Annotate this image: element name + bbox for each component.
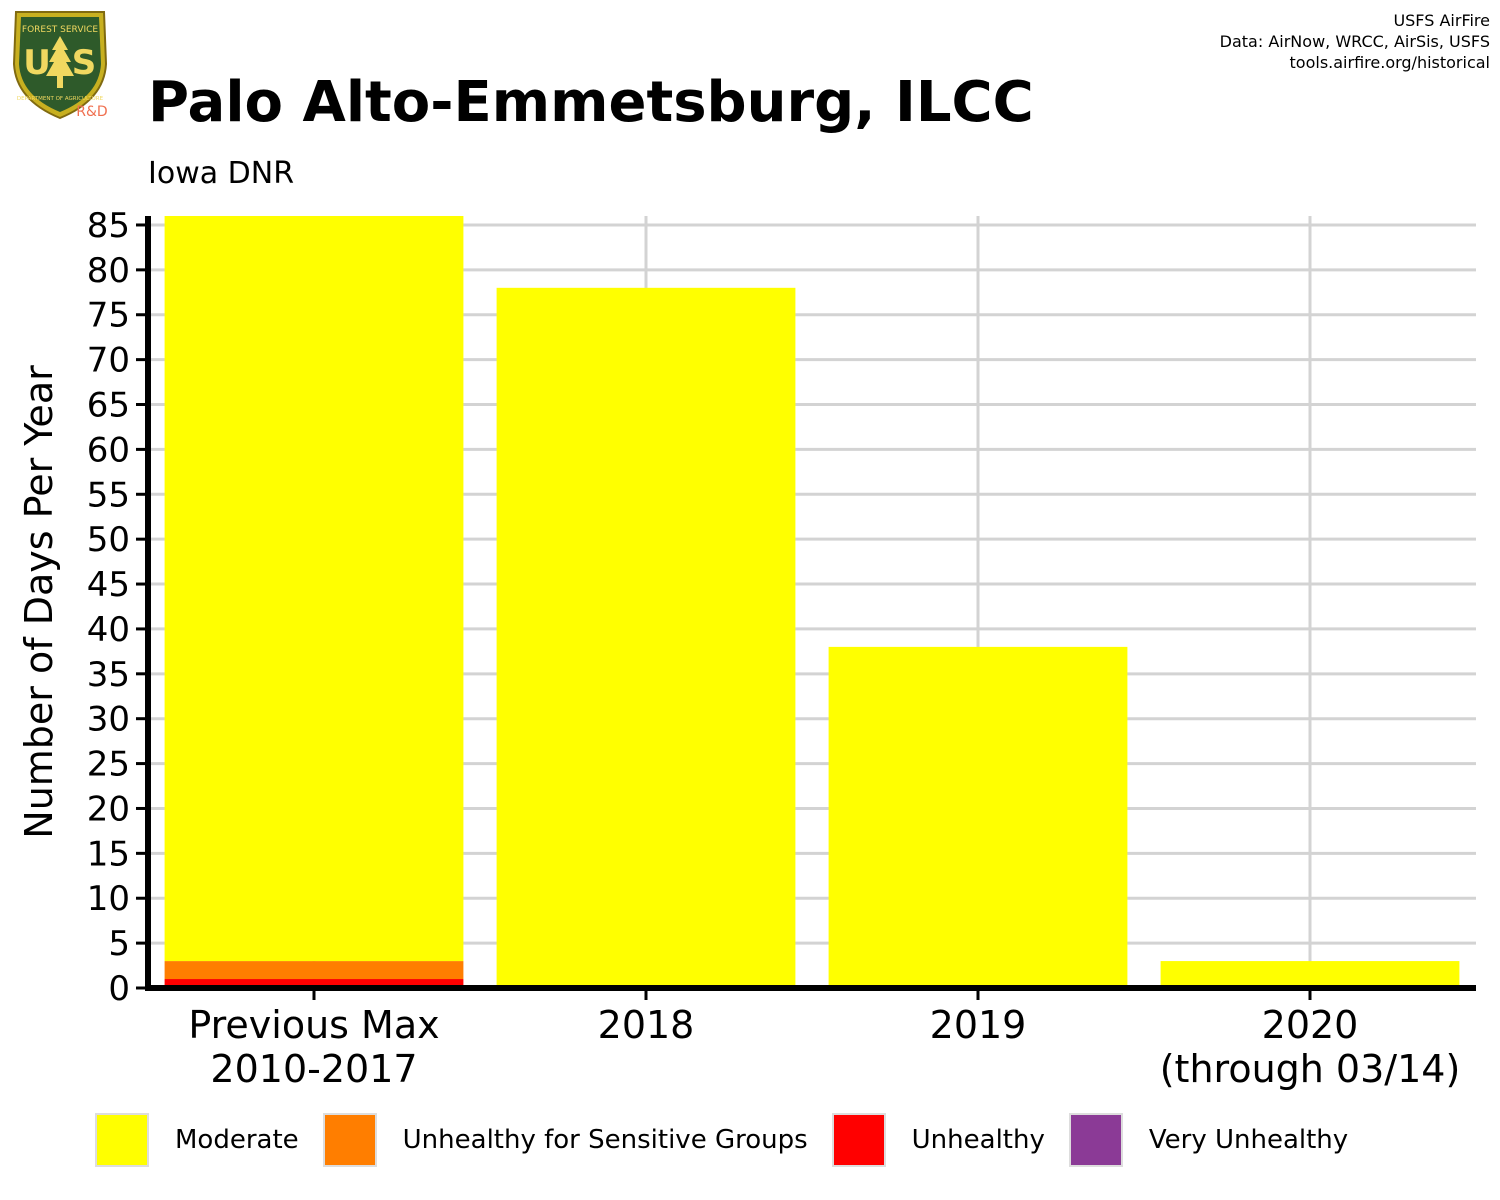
bar-segment-unhealthy: [164, 979, 464, 988]
y-tick-label: 80: [87, 251, 130, 291]
bar-segment-moderate: [828, 646, 1128, 988]
y-tick-label: 0: [108, 969, 130, 1009]
y-tick-label: 5: [108, 924, 130, 964]
bar-segment-moderate: [164, 216, 464, 962]
x-tick-label: 2018: [598, 1003, 695, 1047]
y-tick-label: 75: [87, 296, 130, 336]
y-tick-label: 15: [87, 834, 130, 874]
y-tick-label: 55: [87, 475, 130, 515]
credit-line: USFS AirFire: [1393, 11, 1490, 30]
y-tick-label: 30: [87, 700, 130, 740]
y-tick-label: 50: [87, 520, 130, 560]
y-tick-label: 25: [87, 745, 130, 785]
legend-label: Moderate: [175, 1125, 299, 1155]
legend: Moderate Unhealthy for Sensitive Groups Un…: [95, 1112, 1372, 1168]
bar-segment-moderate: [1160, 961, 1460, 988]
y-tick-label: 20: [87, 789, 130, 829]
credit-line: tools.airfire.org/historical: [1289, 53, 1490, 72]
x-tick-label: 2019: [930, 1003, 1027, 1047]
bar-segment-moderate: [496, 287, 796, 988]
tree-icon: [46, 36, 74, 88]
y-tick-label: 60: [87, 430, 130, 470]
logo-letter-left: U: [23, 43, 51, 83]
logo-bottom-text: DEPARTMENT OF AGRICULTURE: [17, 96, 104, 102]
legend-label: Unhealthy for Sensitive Groups: [402, 1125, 808, 1155]
chart-subtitle: Iowa DNR: [148, 156, 295, 191]
y-axis-label: Number of Days Per Year: [17, 365, 61, 839]
logo-letter-right: S: [72, 43, 97, 83]
legend-swatch: [322, 1113, 377, 1167]
legend-item: Unhealthy for Sensitive Groups: [322, 1113, 808, 1167]
legend-item: Moderate: [95, 1113, 299, 1167]
x-tick-label: 2020 (through 03/14): [1160, 1003, 1461, 1091]
x-tick-label: Previous Max 2010-2017: [188, 1003, 439, 1091]
logo-top-text: FOREST SERVICE: [22, 25, 99, 35]
y-tick-label: 70: [87, 341, 130, 381]
credit-line: Data: AirNow, WRCC, AirSis, USFS: [1219, 32, 1490, 51]
legend-swatch: [831, 1113, 886, 1167]
legend-label: Very Unhealthy: [1148, 1125, 1349, 1155]
y-tick-label: 65: [87, 386, 130, 426]
legend-item: Very Unhealthy: [1068, 1113, 1349, 1167]
y-tick-label: 45: [87, 565, 130, 605]
credits: USFS AirFire Data: AirNow, WRCC, AirSis,…: [1220, 10, 1490, 73]
chart-title: Palo Alto-Emmetsburg, ILCC: [148, 70, 1034, 135]
bar-segment-unhealthy-for-sensitive-groups: [164, 961, 464, 980]
logo-tag: R&D: [76, 104, 107, 120]
legend-label: Unhealthy: [911, 1125, 1045, 1155]
y-tick-label: 35: [87, 655, 130, 695]
bars: [164, 216, 1460, 988]
legend-swatch: [1068, 1113, 1123, 1167]
legend-item: Unhealthy: [831, 1113, 1045, 1167]
y-tick-label: 10: [87, 879, 130, 919]
legend-swatch: [95, 1113, 149, 1167]
forest-service-shield-icon: FOREST SERVICE U S DEPARTMENT OF AGRICUL…: [12, 11, 108, 120]
y-tick-label: 40: [87, 610, 130, 650]
y-tick-label: 85: [87, 206, 130, 246]
